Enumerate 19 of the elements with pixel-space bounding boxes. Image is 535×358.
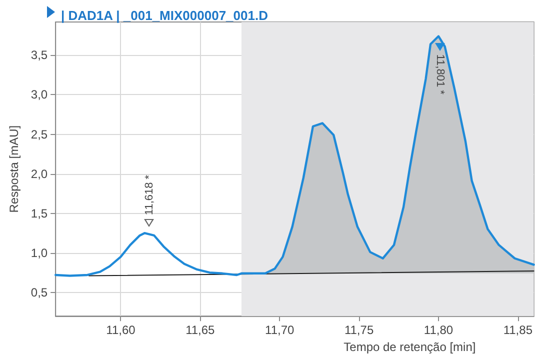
annotation: 11,801 * (434, 54, 446, 96)
annotation: 11,618 * (143, 174, 156, 216)
y-tick-label: 3,0 (30, 88, 48, 102)
y-axis-title: Resposta [mAU] (7, 125, 21, 213)
y-tick-label: 2,5 (30, 127, 48, 142)
x-tick-label: 11,85 (503, 323, 533, 338)
y-tick-label: 1,0 (30, 246, 48, 260)
y-tick-label: 3,5 (30, 48, 48, 62)
x-tick-label: 11,60 (106, 323, 136, 338)
x-tick-label: 11,65 (186, 323, 216, 338)
y-tick-label: 1,5 (30, 206, 48, 220)
x-tick-label: 11,80 (424, 323, 454, 338)
y-tick-label: 2,0 (30, 166, 48, 181)
x-axis-title: Tempo de retenção [min] (344, 340, 476, 354)
x-tick-label: 11,75 (344, 323, 374, 338)
y-tick-label: 0,5 (30, 285, 48, 300)
line-series (54, 35, 535, 277)
chart-title: | DAD1A | _001_MIX000007_001.D (61, 8, 268, 23)
x-tick-label: 11,70 (265, 323, 294, 338)
